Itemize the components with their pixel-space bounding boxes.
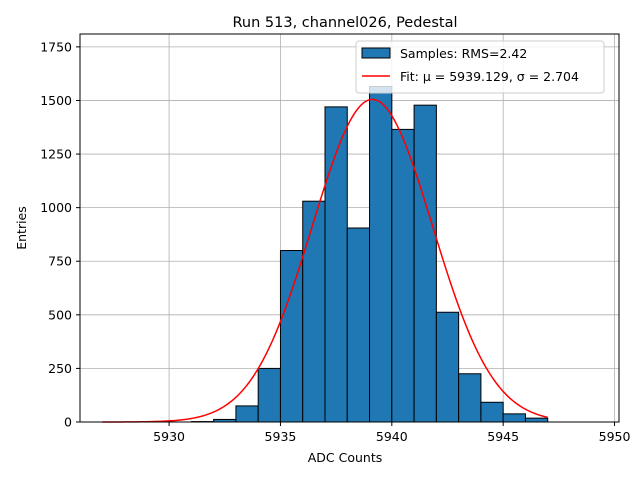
y-tick-label: 250 <box>48 361 72 376</box>
y-axis-ticks: 0 250 500 750 1000 1250 1500 1750 <box>40 39 80 430</box>
y-tick-label: 1000 <box>40 200 72 215</box>
histogram-bar <box>279 250 304 423</box>
y-tick-label: 1500 <box>40 93 72 108</box>
y-tick-label: 1750 <box>40 39 72 54</box>
histogram-bar <box>346 227 371 423</box>
fit-curve-group <box>102 98 548 423</box>
legend: Samples: RMS=2.42 Fit: μ = 5939.129, σ =… <box>355 40 605 94</box>
legend-box <box>355 40 605 94</box>
x-tick-label: 5945 <box>487 429 519 444</box>
histogram-bar <box>458 373 482 423</box>
histogram-bar <box>502 413 526 423</box>
histogram-bar <box>524 417 549 423</box>
histogram-bar <box>302 200 326 423</box>
x-tick-label: 5950 <box>599 429 631 444</box>
y-axis-label: Entries <box>14 206 29 250</box>
histogram-bar <box>413 104 437 423</box>
x-tick-label: 5930 <box>153 429 185 444</box>
legend-swatch-samples <box>361 47 391 59</box>
histogram-bar <box>480 401 504 423</box>
histogram-bar <box>391 128 415 423</box>
histogram-bar <box>369 86 393 423</box>
legend-label-samples: Samples: RMS=2.42 <box>400 46 527 61</box>
x-tick-label: 5935 <box>265 429 297 444</box>
histogram-bar <box>235 405 259 423</box>
legend-label-fit: Fit: μ = 5939.129, σ = 2.704 <box>400 69 579 84</box>
x-axis-label: ADC Counts <box>308 450 383 465</box>
gaussian-fit-curve <box>102 98 548 423</box>
histogram-bar <box>257 367 281 423</box>
chart-title: Run 513, channel026, Pedestal <box>232 15 457 31</box>
y-tick-label: 0 <box>64 415 72 430</box>
histogram-bar <box>435 311 460 423</box>
y-tick-label: 1250 <box>40 147 72 162</box>
histogram-bars <box>190 86 549 423</box>
x-tick-label: 5940 <box>376 429 408 444</box>
axes-frame <box>79 33 620 423</box>
x-axis-ticks: 5930 5935 5940 5945 5950 <box>153 422 630 444</box>
y-tick-label: 750 <box>48 254 72 269</box>
y-tick-label: 500 <box>48 307 72 322</box>
